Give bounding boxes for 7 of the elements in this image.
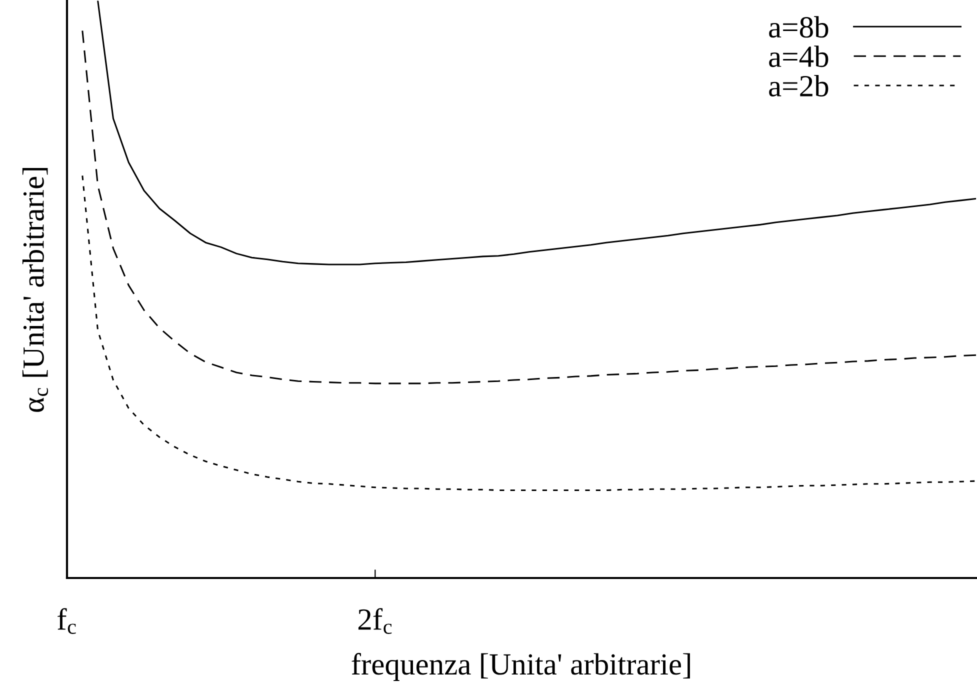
x-axis-title: frequenza [Unita' arbitrarie] bbox=[352, 652, 690, 681]
legend-label: a=2b bbox=[769, 75, 828, 97]
legend-label: a=8b bbox=[769, 16, 828, 38]
legend-label: a=4b bbox=[769, 46, 828, 68]
y-axis-title: α$_{c}$ [Unita' arbitrarie] bbox=[22, 168, 48, 412]
x-tick-label: 2f$_{c}$ bbox=[358, 608, 392, 634]
x-tick-label: f$_{c}$ bbox=[58, 608, 76, 634]
